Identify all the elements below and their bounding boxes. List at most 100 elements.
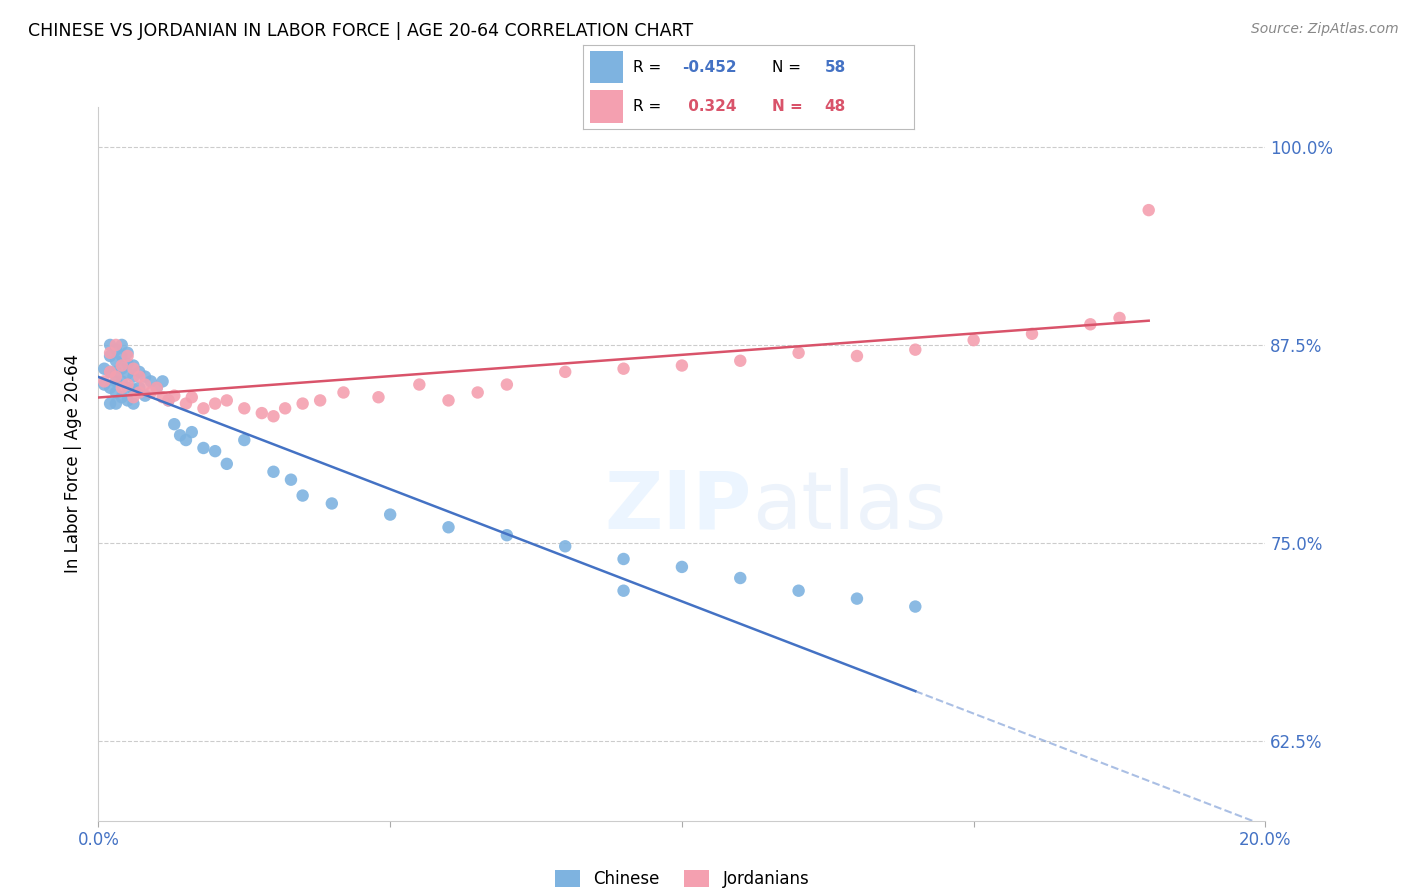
- Point: [117, 349, 139, 363]
- Point: [128, 365, 150, 379]
- Point: [117, 346, 139, 360]
- Point: [93, 377, 115, 392]
- Point: [128, 381, 150, 395]
- Point: [215, 457, 238, 471]
- Point: [111, 361, 134, 376]
- Point: [291, 489, 314, 503]
- Point: [122, 361, 145, 376]
- Point: [98, 365, 121, 379]
- Point: [104, 385, 127, 400]
- Point: [163, 417, 186, 432]
- Point: [146, 381, 169, 395]
- Point: [122, 359, 145, 373]
- Point: [787, 346, 810, 360]
- Point: [111, 359, 134, 373]
- Point: [128, 369, 150, 384]
- Point: [134, 377, 156, 392]
- Point: [309, 393, 332, 408]
- Point: [128, 385, 150, 400]
- Text: 58: 58: [825, 60, 846, 75]
- Point: [104, 343, 127, 357]
- Point: [408, 377, 430, 392]
- Point: [104, 338, 127, 352]
- Point: [157, 393, 180, 408]
- Point: [152, 390, 174, 404]
- Point: [122, 396, 145, 410]
- Text: R =: R =: [633, 60, 666, 75]
- Point: [139, 385, 162, 400]
- Point: [122, 382, 145, 396]
- Point: [111, 381, 134, 395]
- Text: -0.452: -0.452: [683, 60, 737, 75]
- Text: 0.324: 0.324: [683, 99, 737, 114]
- Point: [93, 361, 115, 376]
- Legend: Chinese, Jordanians: Chinese, Jordanians: [548, 863, 815, 892]
- Point: [1080, 318, 1102, 332]
- Point: [98, 338, 121, 352]
- Point: [233, 433, 256, 447]
- Point: [845, 349, 868, 363]
- Point: [378, 508, 402, 522]
- Y-axis label: In Labor Force | Age 20-64: In Labor Force | Age 20-64: [65, 354, 83, 574]
- Point: [262, 465, 284, 479]
- Point: [98, 396, 121, 410]
- Point: [437, 393, 460, 408]
- Point: [139, 375, 162, 389]
- Text: ZIP: ZIP: [605, 467, 752, 546]
- Point: [146, 381, 169, 395]
- Point: [233, 401, 256, 416]
- Text: Source: ZipAtlas.com: Source: ZipAtlas.com: [1251, 22, 1399, 37]
- Point: [274, 401, 297, 416]
- Point: [554, 365, 576, 379]
- Point: [174, 433, 197, 447]
- Point: [98, 381, 121, 395]
- Point: [98, 365, 121, 379]
- Point: [193, 441, 215, 455]
- Point: [1108, 310, 1130, 325]
- Point: [250, 406, 273, 420]
- Text: N =: N =: [772, 60, 806, 75]
- Text: CHINESE VS JORDANIAN IN LABOR FORCE | AGE 20-64 CORRELATION CHART: CHINESE VS JORDANIAN IN LABOR FORCE | AG…: [28, 22, 693, 40]
- Point: [904, 343, 927, 357]
- Point: [321, 496, 343, 510]
- Point: [169, 428, 191, 442]
- Point: [845, 591, 868, 606]
- Point: [291, 396, 314, 410]
- Point: [215, 393, 238, 408]
- Point: [180, 425, 202, 439]
- Text: atlas: atlas: [752, 467, 946, 546]
- Point: [1137, 203, 1160, 218]
- Point: [1021, 326, 1043, 341]
- Bar: [591, 51, 623, 83]
- Point: [367, 390, 389, 404]
- Point: [728, 571, 751, 585]
- Point: [122, 390, 145, 404]
- Point: [467, 385, 489, 400]
- Point: [204, 396, 226, 410]
- Point: [204, 444, 226, 458]
- Point: [111, 390, 134, 404]
- Point: [180, 390, 202, 404]
- Point: [104, 375, 127, 389]
- Point: [134, 389, 156, 403]
- Point: [904, 599, 927, 614]
- Point: [612, 552, 634, 566]
- Text: N =: N =: [772, 99, 808, 114]
- Point: [163, 389, 186, 403]
- Point: [93, 375, 115, 389]
- Point: [104, 369, 127, 384]
- Point: [104, 353, 127, 368]
- Point: [787, 583, 810, 598]
- Point: [111, 375, 134, 389]
- Point: [117, 367, 139, 381]
- Text: 48: 48: [825, 99, 846, 114]
- Point: [728, 353, 751, 368]
- Point: [134, 369, 156, 384]
- Point: [495, 528, 517, 542]
- Point: [612, 361, 634, 376]
- Point: [117, 377, 139, 392]
- Text: R =: R =: [633, 99, 671, 114]
- Point: [111, 349, 134, 363]
- Point: [671, 885, 693, 892]
- Point: [98, 346, 121, 360]
